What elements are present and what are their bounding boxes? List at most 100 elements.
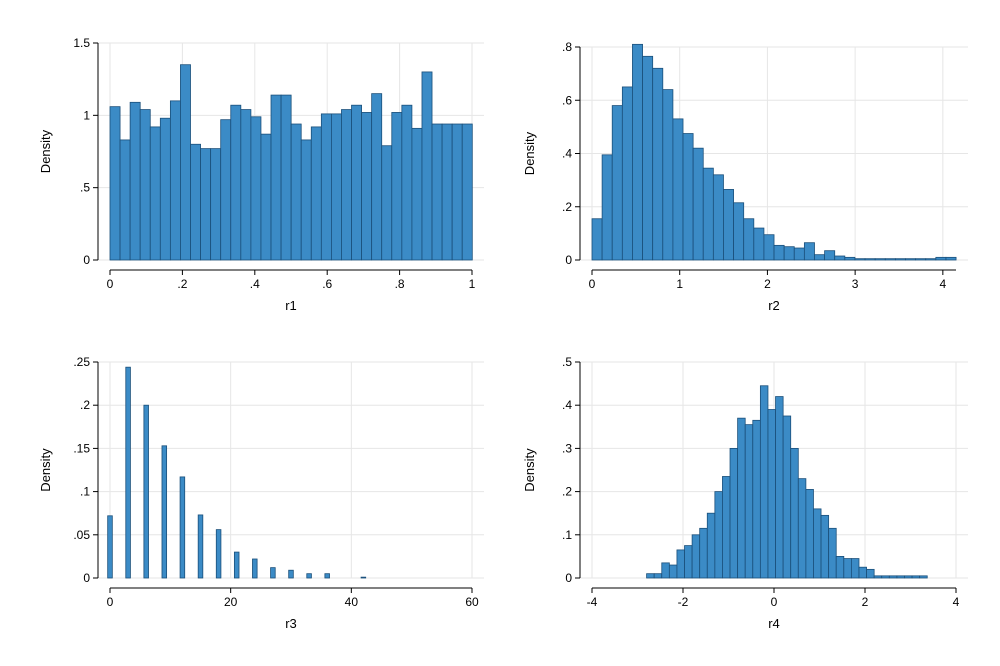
histogram-bar xyxy=(737,417,746,579)
histogram-bar xyxy=(310,126,322,261)
histogram-bar xyxy=(129,101,141,261)
histogram-bar xyxy=(149,126,161,261)
y-tick-label: .5 xyxy=(80,181,90,195)
histogram-bar xyxy=(180,64,191,261)
histogram-bar xyxy=(324,573,330,579)
histogram-bar xyxy=(161,445,168,579)
histogram-bar xyxy=(763,234,775,261)
histogram-bar xyxy=(250,116,262,261)
x-axis-title: r4 xyxy=(768,616,780,631)
histogram-bar xyxy=(179,476,186,579)
histogram-bar xyxy=(421,71,433,261)
histogram-bar xyxy=(240,109,252,261)
histogram-bar xyxy=(744,424,754,579)
x-tick-label: 1 xyxy=(469,277,476,291)
histogram-bar xyxy=(220,119,232,261)
histogram-bar xyxy=(330,113,342,261)
x-tick-label: 20 xyxy=(224,595,238,609)
histogram-bar xyxy=(835,556,845,579)
histogram-bar xyxy=(351,104,362,261)
histogram-bar xyxy=(653,573,663,579)
histogram-bar xyxy=(843,558,852,579)
histogram-bar xyxy=(824,250,836,261)
histogram-bar xyxy=(858,566,867,579)
histogram-bar xyxy=(733,202,745,261)
histogram-bar xyxy=(783,246,795,261)
histogram-panel-2: 0 .2 .4 .6 .8 0 1 2 3 4 r2 Density xyxy=(522,40,968,313)
histogram-bar xyxy=(391,112,403,261)
histogram-bar xyxy=(461,123,473,261)
histogram-bar xyxy=(676,549,685,579)
histogram-bar xyxy=(230,104,242,261)
histogram-bar xyxy=(601,154,613,261)
histogram-bar xyxy=(767,409,776,579)
histogram-bar xyxy=(814,254,826,261)
histogram-bar xyxy=(621,86,633,261)
x-tick-label: .4 xyxy=(250,277,260,291)
histogram-bar xyxy=(632,43,643,261)
histogram-bar xyxy=(782,415,792,579)
x-tick-label: .6 xyxy=(322,277,332,291)
x-tick-label: 2 xyxy=(764,277,771,291)
histogram-bar xyxy=(919,575,928,579)
histogram-bar xyxy=(854,258,866,261)
histogram-bar xyxy=(260,133,272,261)
histogram-bar xyxy=(813,508,822,579)
x-tick-label: 4 xyxy=(953,595,960,609)
histogram-bar xyxy=(935,256,947,261)
y-tick-label: 0 xyxy=(83,571,90,585)
histogram-bar xyxy=(820,514,830,579)
y-tick-label: .05 xyxy=(73,528,90,542)
histogram-bar xyxy=(699,527,708,579)
histogram-panel-1: 0 .5 1 1.5 0 .2 .4 .6 .8 1 r1 Density xyxy=(38,36,484,313)
histogram-bar xyxy=(320,113,332,261)
x-axis-title: r3 xyxy=(285,616,297,631)
y-tick-label: .1 xyxy=(562,528,572,542)
x-tick-label: 2 xyxy=(862,595,869,609)
histogram-bar xyxy=(790,447,799,579)
histogram-bar xyxy=(125,366,131,579)
histogram-bar xyxy=(753,227,765,261)
histogram-bar xyxy=(729,447,739,579)
x-tick-label: 40 xyxy=(345,595,359,609)
histogram-bar xyxy=(702,167,714,261)
y-axis-title: Density xyxy=(522,131,537,175)
histogram-bar xyxy=(611,105,623,261)
histogram-bar xyxy=(752,419,761,579)
histogram-bar xyxy=(864,258,876,261)
histogram-bar xyxy=(252,558,258,579)
histogram-bar xyxy=(197,514,204,579)
histogram-bar xyxy=(925,258,937,261)
histogram-bar xyxy=(159,117,171,261)
histogram-bar xyxy=(642,55,654,261)
histogram-bar xyxy=(828,527,837,579)
histogram-bar xyxy=(894,258,906,261)
histogram-bar xyxy=(844,256,856,261)
histogram-bar xyxy=(873,575,883,579)
histogram-bar xyxy=(288,569,294,579)
histogram-bar xyxy=(714,491,723,579)
y-tick-label: .25 xyxy=(73,355,90,369)
histogram-bar xyxy=(371,93,383,261)
y-axis-title: Density xyxy=(38,129,53,173)
x-tick-label: 0 xyxy=(589,277,596,291)
x-tick-label: -4 xyxy=(587,595,598,609)
histogram-bar xyxy=(884,258,896,261)
histogram-bar xyxy=(143,404,149,579)
histogram-bar xyxy=(874,258,886,261)
histogram-bar xyxy=(306,573,312,579)
histogram-bar xyxy=(773,244,785,261)
histogram-bar xyxy=(109,106,121,261)
y-tick-label: .2 xyxy=(80,398,90,412)
y-tick-label: .6 xyxy=(562,93,572,107)
histogram-bar xyxy=(834,255,846,261)
x-axis-title: r1 xyxy=(285,298,297,313)
histogram-bar xyxy=(706,512,716,579)
histogram-bar xyxy=(691,534,701,579)
histogram-bar xyxy=(805,489,814,579)
y-tick-label: .3 xyxy=(562,441,572,455)
histogram-bar xyxy=(712,174,724,261)
histogram-bar xyxy=(911,575,921,579)
histogram-bar xyxy=(169,100,181,261)
